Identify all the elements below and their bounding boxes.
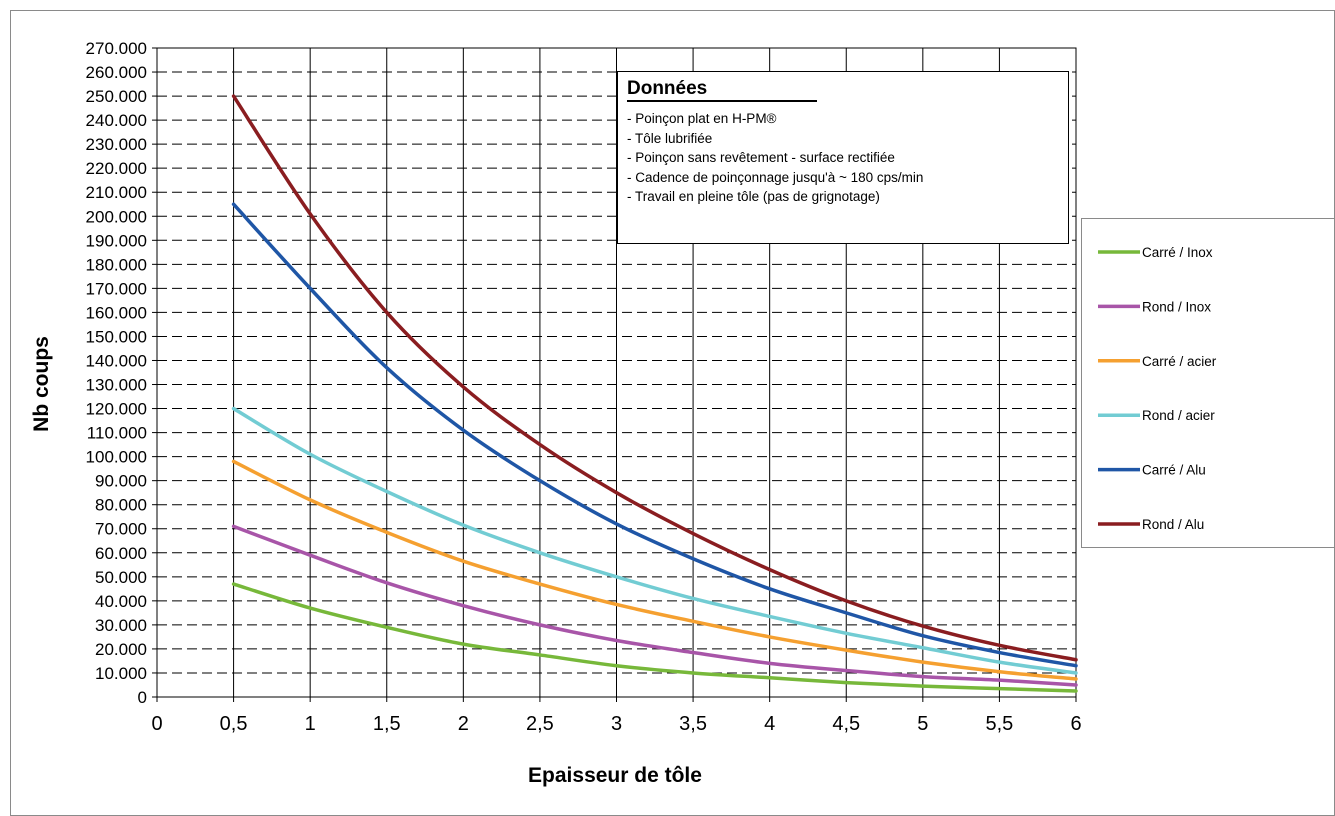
y-tick-label: 240.000 xyxy=(86,111,147,130)
x-tick-label: 1 xyxy=(305,713,316,735)
series-lines xyxy=(231,94,1078,693)
x-tick-label: 1,5 xyxy=(373,713,401,735)
info-box-title: Données xyxy=(627,78,818,102)
grid xyxy=(157,47,1076,697)
y-tick-label: 80.000 xyxy=(95,496,147,515)
legend-label: Carré / Alu xyxy=(1142,463,1206,478)
x-tick-label: 0,5 xyxy=(220,713,248,735)
y-tick-label: 160.000 xyxy=(86,303,147,322)
y-tick-label: 230.000 xyxy=(86,135,147,154)
y-tick-label: 170.000 xyxy=(86,279,147,298)
x-tick-label: 4 xyxy=(764,713,775,735)
y-tick-label: 210.000 xyxy=(86,183,147,202)
chart-legend: Carré / Inox Rond / Inox Carré / acier Rond… xyxy=(1081,218,1335,548)
y-tick-label: 130.000 xyxy=(86,376,147,395)
y-tick-label: 40.000 xyxy=(95,592,147,611)
y-tick-label: 70.000 xyxy=(95,520,147,539)
plot-area-border xyxy=(156,47,1077,698)
y-tick-label: 10.000 xyxy=(95,664,147,683)
y-tick-label: 150.000 xyxy=(86,327,147,346)
series-line xyxy=(231,202,1078,668)
y-tick-label: 100.000 xyxy=(86,448,147,467)
legend-label: Carré / Inox xyxy=(1142,245,1213,260)
y-tick-label: 180.000 xyxy=(86,255,147,274)
x-axis-title: Epaisseur de tôle xyxy=(528,764,702,787)
y-tick-label: 60.000 xyxy=(95,544,147,563)
y-tick-label: 0 xyxy=(138,688,147,707)
y-tick-label: 30.000 xyxy=(95,616,147,635)
data-info-box: Données - Poinçon plat en H-PM® - Tôle l… xyxy=(617,71,1069,244)
y-tick-label: 90.000 xyxy=(95,472,147,491)
y-tick-label: 200.000 xyxy=(86,207,147,226)
x-tick-label: 5,5 xyxy=(986,713,1014,735)
y-tick-label: 120.000 xyxy=(86,400,147,419)
x-tick-label: 3 xyxy=(611,713,622,735)
series-line xyxy=(231,582,1078,693)
x-tick-label: 2,5 xyxy=(526,713,554,735)
x-tick-label: 6 xyxy=(1070,713,1081,735)
info-line: - Tôle lubrifiée xyxy=(627,130,713,146)
y-tick-label: 20.000 xyxy=(95,640,147,659)
axes: 0 10.000 20.000 30.000 40.000 50.000 60.000 70.… xyxy=(86,39,1082,735)
info-line: - Cadence de poinçonnage jusqu'à ~ 180 c… xyxy=(627,169,924,185)
y-tick-label: 190.000 xyxy=(86,231,147,250)
info-line: - Poinçon sans revêtement - surface rect… xyxy=(627,150,895,165)
y-tick-label: 50.000 xyxy=(95,568,147,587)
legend-label: Rond / Alu xyxy=(1142,517,1204,532)
y-tick-label: 250.000 xyxy=(86,87,147,106)
y-tick-label: 220.000 xyxy=(86,159,147,178)
info-line: - Poinçon plat en H-PM® xyxy=(627,111,777,126)
legend-label: Rond / Inox xyxy=(1142,299,1211,314)
legend-label: Rond / acier xyxy=(1142,408,1215,423)
x-tick-label: 2 xyxy=(458,713,469,735)
legend-entries: Carré / Inox Rond / Inox Carré / acier Rond… xyxy=(1098,245,1217,532)
y-tick-label: 110.000 xyxy=(87,424,147,443)
series-line xyxy=(231,94,1078,662)
legend-label: Carré / acier xyxy=(1142,354,1217,369)
series-line xyxy=(231,406,1078,675)
x-tick-label: 0 xyxy=(151,713,162,735)
y-tick-label: 270.000 xyxy=(86,39,147,58)
x-tick-label: 5 xyxy=(917,713,928,735)
y-tick-label: 260.000 xyxy=(86,63,147,82)
info-line: - Travail en pleine tôle (pas de grignot… xyxy=(627,189,880,204)
x-tick-label: 4,5 xyxy=(832,713,860,735)
series-line xyxy=(231,459,1078,681)
series-line xyxy=(231,524,1078,687)
x-tick-label: 3,5 xyxy=(679,713,707,735)
y-axis-title: Nb coups xyxy=(30,336,53,432)
y-tick-label: 140.000 xyxy=(86,351,147,370)
